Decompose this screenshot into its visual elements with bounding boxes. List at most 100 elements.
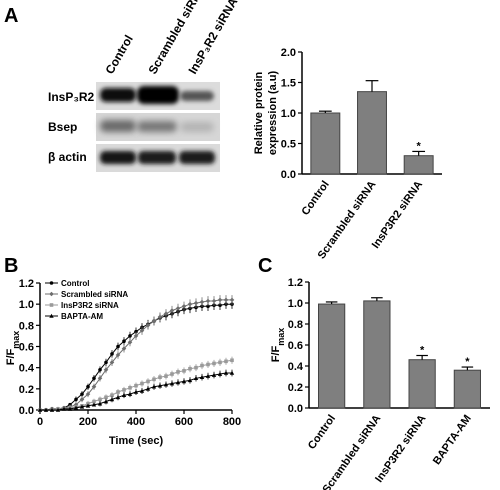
data-point bbox=[152, 377, 156, 382]
y-tick-label: 0.8 bbox=[288, 319, 303, 331]
data-point bbox=[109, 360, 115, 365]
data-point bbox=[206, 362, 210, 367]
series-bapta bbox=[37, 369, 235, 412]
y-tick-label: 2.0 bbox=[281, 47, 296, 59]
y-tick-label: 1.5 bbox=[281, 78, 296, 90]
data-point bbox=[181, 379, 187, 384]
data-point bbox=[217, 297, 223, 303]
data-point bbox=[194, 365, 198, 370]
data-point bbox=[151, 384, 157, 389]
blot-row-label: InsP₃R2 bbox=[48, 90, 95, 104]
data-point bbox=[37, 407, 43, 412]
data-point bbox=[97, 401, 103, 406]
y-axis-label: F/Fmax bbox=[5, 331, 21, 366]
data-point bbox=[229, 297, 235, 303]
x-tick-label: 0 bbox=[37, 416, 43, 428]
data-point bbox=[224, 359, 228, 364]
x-tick-label: 200 bbox=[79, 416, 97, 428]
data-point bbox=[169, 381, 175, 386]
data-point bbox=[92, 399, 96, 404]
y-tick-label: 0.0 bbox=[281, 169, 296, 181]
data-point bbox=[146, 379, 150, 384]
data-point bbox=[200, 363, 204, 368]
data-point bbox=[193, 375, 199, 381]
data-point bbox=[127, 339, 133, 345]
data-point bbox=[175, 380, 181, 385]
western-blot-image bbox=[96, 82, 220, 172]
blot-band bbox=[100, 120, 136, 132]
blot-band bbox=[138, 151, 176, 164]
data-point bbox=[223, 297, 229, 303]
data-point bbox=[49, 407, 55, 412]
data-point bbox=[157, 314, 163, 320]
data-point bbox=[139, 388, 145, 393]
data-point bbox=[175, 306, 181, 311]
legend-marker bbox=[49, 303, 54, 307]
y-tick-label: 0.4 bbox=[288, 361, 304, 373]
bar bbox=[408, 359, 436, 409]
significance-marker: * bbox=[465, 356, 470, 368]
y-axis-label-subscript: max bbox=[276, 328, 286, 346]
panel-label-b: B bbox=[4, 255, 18, 277]
data-point bbox=[85, 391, 91, 397]
data-point bbox=[115, 352, 121, 358]
y-tick-label: 1.2 bbox=[288, 277, 303, 289]
data-point bbox=[133, 389, 139, 394]
data-point bbox=[199, 374, 205, 379]
y-tick-label: 0.4 bbox=[19, 363, 35, 375]
y-tick-label: 0.2 bbox=[19, 384, 34, 396]
data-point bbox=[163, 311, 169, 316]
calcium-timecourse-line-chart: 0.0 0.2 0.4 0.6 0.8 1.0 1.2 0 200 400 600 800 Time (… bbox=[5, 278, 241, 447]
data-point bbox=[104, 360, 108, 365]
data-point bbox=[128, 334, 132, 338]
legend-label: Scrambled siRNA bbox=[61, 290, 128, 299]
data-point bbox=[188, 366, 192, 371]
data-point bbox=[181, 303, 187, 309]
bar bbox=[453, 369, 481, 409]
x-tick-label: BAPTA-AM bbox=[431, 413, 474, 467]
legend-marker bbox=[49, 281, 54, 285]
blot-band bbox=[100, 88, 136, 102]
y-tick-label: 1.2 bbox=[19, 278, 34, 290]
data-point bbox=[158, 375, 162, 379]
data-point bbox=[163, 382, 169, 387]
blot-row-label: β actin bbox=[48, 150, 87, 164]
data-point bbox=[103, 399, 109, 404]
y-axis-label-subscript: max bbox=[11, 331, 21, 349]
data-point bbox=[157, 383, 163, 388]
legend-label: BAPTA-AM bbox=[61, 312, 103, 321]
data-point bbox=[110, 393, 114, 397]
data-point bbox=[128, 385, 132, 390]
legend-marker bbox=[49, 291, 54, 297]
bar bbox=[403, 155, 434, 175]
y-tick-label: 0.0 bbox=[19, 405, 34, 417]
data-point bbox=[164, 374, 168, 378]
data-point bbox=[223, 370, 229, 375]
y-tick-label: 1.0 bbox=[288, 298, 303, 310]
y-tick-label: 0.6 bbox=[19, 342, 34, 354]
panel-label-c: C bbox=[258, 255, 272, 277]
data-point bbox=[121, 392, 127, 397]
data-point bbox=[205, 298, 211, 304]
data-point bbox=[193, 300, 199, 306]
bar bbox=[318, 303, 346, 409]
y-tick-label: 0.0 bbox=[288, 403, 303, 415]
y-tick-label: 1.0 bbox=[281, 108, 296, 120]
blot-lane-labels: Control Scrambled siRNA InsP₃R2 siRNA bbox=[102, 0, 240, 77]
blot-row-labels: InsP₃R2 Bsep β actin bbox=[48, 90, 95, 164]
bar bbox=[363, 300, 391, 409]
data-point bbox=[115, 395, 121, 400]
data-point bbox=[80, 392, 84, 396]
data-point bbox=[230, 358, 234, 363]
y-axis-label: expression (a.u) bbox=[267, 70, 279, 155]
series-scrambled bbox=[37, 295, 235, 413]
panel-label-a: A bbox=[4, 5, 18, 27]
data-point bbox=[92, 376, 96, 381]
x-tick-label: InsP3R2 siRNA bbox=[373, 413, 428, 485]
x-tick-label: Control bbox=[300, 179, 332, 218]
data-point bbox=[211, 298, 217, 304]
data-point bbox=[91, 402, 97, 407]
